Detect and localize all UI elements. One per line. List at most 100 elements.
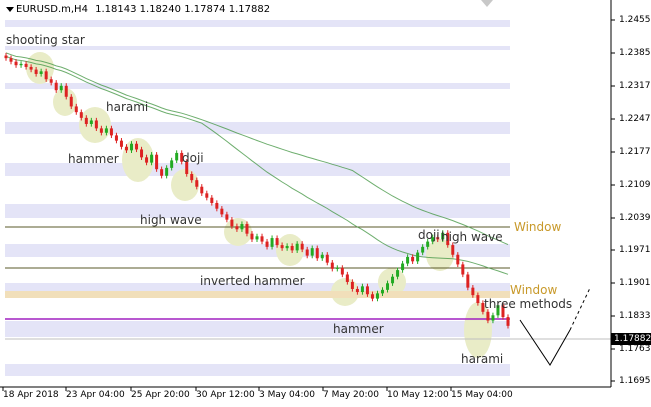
annotation-hammer-2: hammer	[333, 322, 384, 336]
pattern-highlight	[426, 239, 454, 271]
window-zone	[5, 291, 510, 298]
candle-bear	[461, 264, 465, 275]
annotation-window-1: Window	[514, 220, 562, 234]
annotation-doji-1: doji	[182, 151, 204, 165]
candle-bear	[124, 146, 128, 151]
annotation-harami-2: harami	[461, 352, 504, 366]
price-tick-label: 1.16950	[619, 376, 651, 386]
candle-bull	[386, 283, 390, 290]
candle-bull	[416, 252, 420, 262]
candle-bear	[290, 245, 294, 251]
symbol-dropdown-icon[interactable]	[6, 7, 14, 12]
candle-bear	[446, 232, 450, 246]
candle-bear	[180, 152, 184, 162]
candle-bull	[491, 315, 495, 321]
pattern-highlight	[171, 169, 199, 201]
candle-bear	[260, 236, 264, 242]
price-tick-label: 1.19010	[619, 278, 651, 288]
candle-bull	[59, 85, 63, 91]
candle-bear	[109, 128, 113, 136]
candle-bear	[215, 202, 219, 209]
scroll-marker-icon[interactable]	[481, 0, 493, 7]
candle-bull	[175, 152, 179, 161]
candle-bear	[24, 63, 28, 67]
candle-bull	[375, 293, 379, 299]
candle-bear	[99, 128, 103, 133]
time-tick-label: 23 Apr 04:00	[66, 390, 125, 400]
candle-bear	[9, 58, 13, 62]
candle-bear	[506, 317, 510, 326]
candle-bear	[486, 311, 490, 321]
symbol-label: EURUSD.m,H4	[16, 4, 88, 15]
candle-bear	[190, 174, 194, 181]
candle-bull	[130, 143, 133, 151]
candle-bear	[456, 254, 460, 265]
candle-bull	[441, 232, 445, 240]
current-price-badge: 1.17882	[611, 333, 651, 345]
candle-bear	[451, 245, 455, 255]
candle-bull	[406, 256, 410, 264]
candle-bear	[325, 254, 329, 263]
candle-bull	[170, 160, 174, 168]
candle-bull	[426, 241, 430, 247]
candle-bull	[104, 128, 108, 133]
time-tick-label: 30 Apr 12:00	[196, 390, 255, 400]
annotation-high-wave-2: high wave	[441, 230, 503, 244]
price-tick-label: 1.23170	[619, 81, 651, 91]
candle-bear	[501, 305, 505, 318]
grid-band	[5, 46, 510, 50]
candle-bear	[54, 82, 58, 91]
candle-bear	[370, 294, 374, 299]
candle-bear	[195, 180, 199, 187]
price-tick-label: 1.23850	[619, 48, 651, 58]
candle-bear	[365, 286, 369, 295]
candle-bull	[381, 289, 384, 294]
candle-bear	[79, 112, 83, 118]
candle-bear	[220, 208, 224, 215]
candle-bear	[4, 55, 8, 59]
candle-bear	[160, 169, 164, 176]
candle-bear	[135, 143, 139, 150]
annotation-doji-2: doji	[418, 228, 440, 242]
time-tick-label: 18 Apr 2018	[3, 390, 59, 400]
forecast-path	[519, 319, 571, 366]
candle-bear	[94, 120, 98, 129]
candle-bear	[155, 154, 159, 170]
candle-bear	[185, 161, 189, 175]
candle-bear	[300, 243, 304, 250]
annotation-three-methods: three methods	[484, 297, 573, 311]
annotation-shooting-star: shooting star	[6, 33, 85, 47]
candle-bull	[295, 243, 299, 251]
candle-bear	[466, 274, 470, 288]
candle-bear	[44, 71, 48, 80]
annotation-window-2: Window	[510, 283, 558, 297]
candle-bear	[235, 226, 239, 230]
candle-bear	[145, 157, 149, 163]
candle-bear	[200, 186, 204, 194]
candle-bear	[476, 295, 480, 304]
candle-bear	[140, 149, 144, 158]
candle-bull	[310, 248, 314, 256]
time-tick-label: 25 Apr 20:00	[131, 390, 190, 400]
candle-bear	[49, 79, 53, 83]
candle-bear	[315, 248, 319, 259]
candle-bear	[275, 238, 279, 246]
candle-bull	[150, 154, 154, 163]
candle-bull	[240, 224, 244, 230]
candle-bear	[119, 140, 123, 147]
candle-bear	[305, 249, 309, 256]
annotation-harami-1: harami	[106, 100, 149, 114]
forecast-path-dashed	[569, 287, 591, 331]
candle-bear	[69, 96, 73, 107]
candle-bear	[29, 66, 33, 70]
candle-bull	[335, 267, 339, 269]
time-tick-label: 10 May 12:00	[387, 390, 449, 400]
candle-bear	[205, 193, 209, 198]
candle-bull	[270, 238, 274, 247]
candle-bear	[250, 233, 254, 240]
time-tick-label: 3 May 04:00	[259, 390, 315, 400]
candle-bear	[230, 219, 234, 227]
grid-band	[5, 204, 510, 218]
candle-bear	[14, 61, 18, 66]
